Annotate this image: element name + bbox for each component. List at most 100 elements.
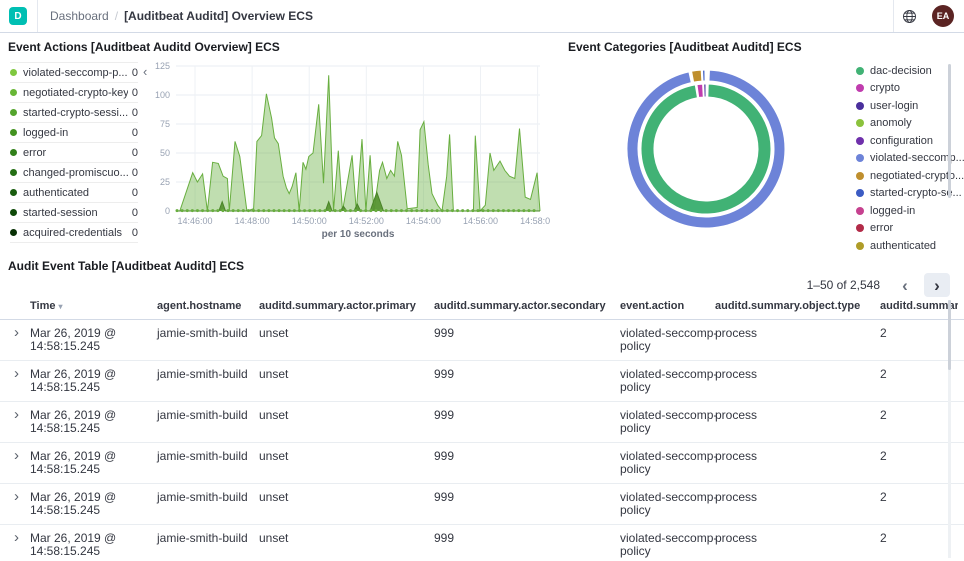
cell-action: violated-seccomp-policy	[620, 408, 718, 435]
donut-slice-negotiated-crypto[interactable]	[691, 69, 703, 83]
divider	[37, 0, 38, 32]
cell-hostname: jamie-smith-build	[157, 531, 248, 545]
sort-descending-icon[interactable]: ▾	[58, 302, 63, 311]
legend-color-dot	[10, 189, 17, 196]
user-avatar[interactable]: EA	[932, 5, 954, 27]
cell-summary: 2	[880, 531, 887, 545]
legend-item-label: dac-decision	[870, 64, 932, 77]
svg-text:14:58:00: 14:58:00	[520, 216, 550, 226]
column-header-summary: auditd.summary	[880, 300, 958, 312]
donut-slice-crypto[interactable]	[696, 83, 704, 99]
legend-item[interactable]: configuration	[856, 132, 946, 150]
svg-text:14:50:00: 14:50:00	[292, 216, 327, 226]
legend-item[interactable]: crypto	[856, 80, 946, 98]
row-expand-icon[interactable]: ›	[14, 324, 19, 341]
legend-item-value: 0	[131, 146, 138, 159]
cell-time: Mar 26, 2019 @ 14:58:15.245	[30, 490, 117, 517]
legend-item-value: 0	[131, 86, 138, 99]
table-row: › Mar 26, 2019 @ 14:58:15.245 jamie-smith-…	[0, 320, 964, 361]
cell-hostname: jamie-smith-build	[157, 449, 248, 463]
svg-text:per 10 seconds: per 10 seconds	[322, 229, 395, 240]
table-header-row: Time ▾ agent.hostname auditd.summary.actor.…	[0, 300, 964, 320]
legend-item[interactable]: authenticated	[856, 237, 946, 255]
cell-hostname: jamie-smith-build	[157, 490, 248, 504]
cell-actor_primary: unset	[259, 490, 289, 504]
row-expand-icon[interactable]: ›	[14, 365, 19, 382]
previous-page-icon[interactable]: ‹	[902, 275, 908, 295]
legend-item[interactable]: violated-seccomp-p... 0	[10, 62, 138, 82]
legend-item[interactable]: user-login	[856, 97, 946, 115]
legend-item[interactable]: logged-in	[856, 202, 946, 220]
event-actions-area-chart[interactable]: 0 25 50 75 100 125 14:46:00 14:48:00 14:50:00 14:…	[146, 58, 550, 240]
legend-item[interactable]: anomoly	[856, 115, 946, 133]
cell-actor_secondary: 999	[434, 367, 455, 381]
legend-item[interactable]: dac-decision	[856, 62, 946, 80]
legend-item[interactable]: negotiated-crypto...	[856, 167, 964, 185]
svg-text:14:56:00: 14:56:00	[463, 216, 498, 226]
legend-item[interactable]: started-session 0	[10, 202, 138, 222]
donut-slice-user-login[interactable]	[703, 83, 707, 98]
next-page-icon[interactable]: ›	[924, 273, 950, 297]
svg-text:14:48:00: 14:48:00	[235, 216, 270, 226]
cell-object_type: process	[715, 490, 758, 504]
column-header-actor_secondary: auditd.summary.actor.secondary	[434, 300, 606, 312]
row-expand-icon[interactable]: ›	[14, 529, 19, 546]
donut-slice-dac-decision[interactable]	[640, 83, 772, 215]
legend-item[interactable]: error	[856, 220, 946, 238]
table-body: › Mar 26, 2019 @ 14:58:15.245 jamie-smith-…	[0, 320, 964, 561]
legend-item-value: 0	[131, 206, 138, 219]
row-expand-icon[interactable]: ›	[14, 447, 19, 464]
row-expand-icon[interactable]: ›	[14, 488, 19, 505]
legend-item[interactable]: started-crypto-sessi... 0	[10, 102, 138, 122]
legend-item[interactable]: changed-promiscuo... 0	[10, 162, 138, 182]
legend-color-dot	[10, 129, 17, 136]
legend-color-dot	[10, 229, 17, 236]
cell-summary: 2	[880, 408, 887, 422]
legend-item-label: anomoly	[870, 117, 912, 130]
legend-item[interactable]: started-crypto-se...	[856, 185, 962, 203]
donut-slice-violated-seccomp[interactable]	[626, 69, 786, 229]
cell-actor_primary: unset	[259, 367, 289, 381]
legend-item[interactable]: error 0	[10, 142, 138, 162]
legend-item[interactable]: authenticated 0	[10, 182, 138, 202]
event-categories-donut-chart[interactable]	[610, 53, 802, 245]
cell-actor_primary: unset	[259, 449, 289, 463]
column-header-hostname: agent.hostname	[157, 300, 242, 312]
page-title: [Auditbeat Auditd] Overview ECS	[124, 9, 313, 23]
table-scrollbar-track	[948, 300, 951, 558]
cell-action: violated-seccomp-policy	[620, 531, 718, 558]
column-header-time[interactable]: Time ▾	[30, 300, 63, 312]
donut-slice-started-crypto-se[interactable]	[702, 69, 706, 82]
app-logo[interactable]: D	[9, 7, 27, 25]
cell-actor_primary: unset	[259, 531, 289, 545]
legend-collapse-icon[interactable]: ‹	[143, 64, 148, 79]
table-row: › Mar 26, 2019 @ 14:58:15.245 jamie-smith-…	[0, 361, 964, 402]
legend-color-dot	[856, 119, 864, 128]
legend-scrollbar[interactable]	[948, 64, 951, 198]
legend-item-label: logged-in	[870, 204, 916, 217]
legend-item-label: negotiated-crypto-key	[23, 86, 128, 99]
cell-summary: 2	[880, 449, 887, 463]
breadcrumb-dashboard[interactable]: Dashboard	[50, 9, 109, 23]
svg-text:50: 50	[160, 148, 170, 158]
legend-item[interactable]: logged-in 0	[10, 122, 138, 142]
legend-item-label: logged-in	[23, 126, 69, 139]
svg-text:14:52:00: 14:52:00	[349, 216, 384, 226]
divider	[893, 0, 894, 32]
row-expand-icon[interactable]: ›	[14, 406, 19, 423]
legend-item[interactable]: negotiated-crypto-key 0	[10, 82, 138, 102]
svg-text:14:46:00: 14:46:00	[178, 216, 213, 226]
cell-object_type: process	[715, 449, 758, 463]
legend-item-value: 0	[131, 66, 138, 79]
legend-item-value: 0	[131, 186, 138, 199]
table-row: › Mar 26, 2019 @ 14:58:15.245 jamie-smith-…	[0, 484, 964, 525]
legend-item[interactable]: violated-seccomp...	[856, 150, 964, 168]
cell-actor_primary: unset	[259, 408, 289, 422]
legend-item-label: authenticated	[870, 239, 937, 252]
legend-item[interactable]: acquired-credentials 0	[10, 222, 138, 243]
event-actions-panel-title: Event Actions [Auditbeat Auditd Overview…	[8, 40, 280, 54]
table-scrollbar[interactable]	[948, 300, 951, 370]
cell-object_type: process	[715, 531, 758, 545]
svg-text:25: 25	[160, 177, 170, 187]
globe-icon[interactable]	[894, 9, 924, 24]
